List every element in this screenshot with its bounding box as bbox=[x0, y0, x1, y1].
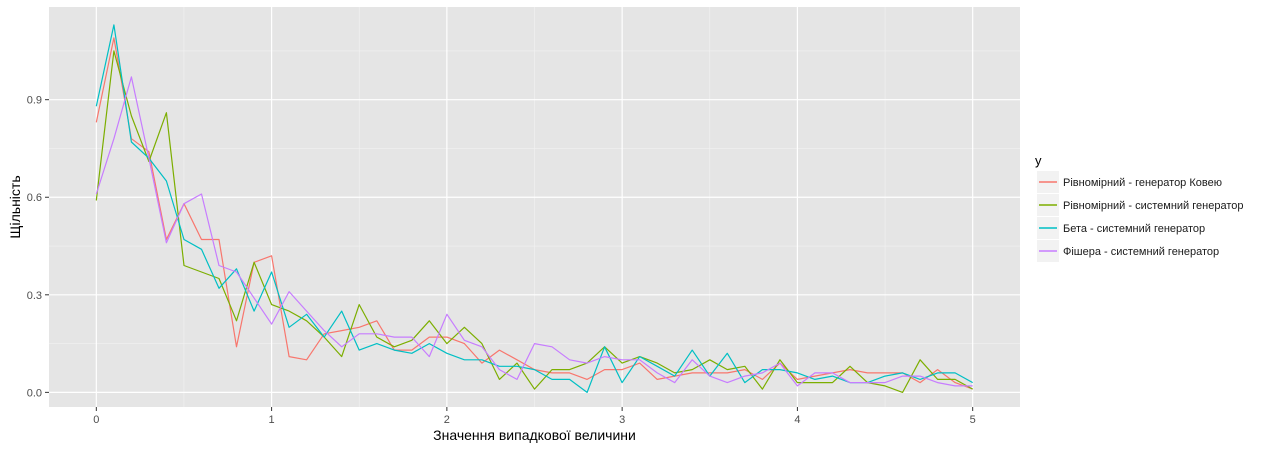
series-layer bbox=[95, 24, 973, 393]
y-tick-label: 0.6 bbox=[27, 192, 42, 204]
legend-item: Фішера - системний генератор bbox=[1037, 240, 1219, 262]
grid-major bbox=[49, 7, 1020, 407]
y-tick-label: 0.9 bbox=[27, 95, 42, 107]
legend-title: y bbox=[1035, 153, 1042, 168]
x-tick-label: 1 bbox=[269, 414, 275, 426]
y-tick-label: 0.3 bbox=[27, 290, 42, 302]
legend-item: Рівномірний - генератор Ковею bbox=[1037, 171, 1222, 193]
legend-label: Бета - системний генератор bbox=[1063, 223, 1205, 235]
y-tick-label: 0.0 bbox=[27, 387, 42, 399]
series-line-2 bbox=[95, 50, 973, 393]
x-tick-label: 5 bbox=[970, 414, 976, 426]
legend-label: Фішера - системний генератор bbox=[1063, 246, 1219, 258]
x-tick-label: 3 bbox=[619, 414, 625, 426]
x-tick-label: 4 bbox=[794, 414, 800, 426]
legend-label: Рівномірний - генератор Ковею bbox=[1063, 177, 1222, 189]
legend-label: Рівномірний - системний генератор bbox=[1063, 200, 1243, 212]
x-axis-title: Значення випадкової величини bbox=[433, 427, 636, 443]
x-tick-label: 2 bbox=[444, 414, 450, 426]
y-axis-title: Щільність bbox=[7, 175, 23, 238]
y-axis-ticks: 0.0 0.3 0.6 0.9 bbox=[27, 95, 49, 399]
legend: y Рівномірний - генератор КовеюРівномірн… bbox=[1035, 153, 1243, 262]
x-tick-label: 0 bbox=[93, 414, 99, 426]
legend-items: Рівномірний - генератор Ковею Рівномірний… bbox=[1037, 171, 1243, 262]
x-axis-ticks: 0 1 2 3 4 5 bbox=[93, 407, 976, 426]
legend-item: Рівномірний - системний генератор bbox=[1037, 194, 1243, 216]
series-line-4 bbox=[95, 76, 973, 387]
series-line-3 bbox=[95, 24, 973, 393]
legend-item: Бета - системний генератор bbox=[1037, 217, 1205, 239]
